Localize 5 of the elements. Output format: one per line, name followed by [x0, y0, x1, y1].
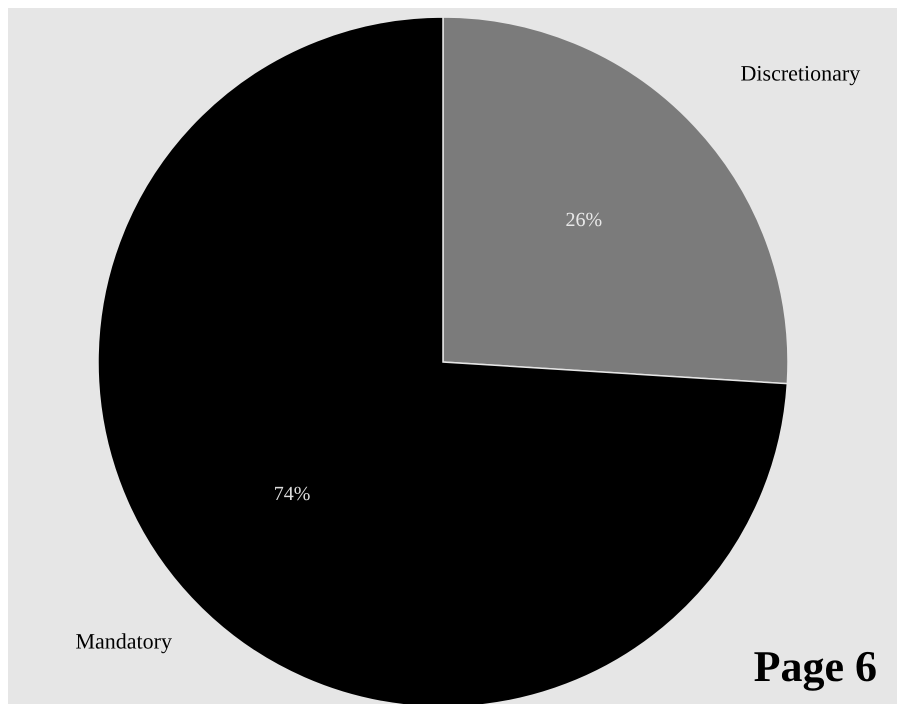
text: Page 6 [754, 641, 877, 692]
slice-label: Mandatory [75, 628, 172, 654]
data-label: 74% [274, 482, 310, 505]
slice-label: Discretionary [740, 60, 860, 86]
data-label: 26% [566, 209, 602, 232]
